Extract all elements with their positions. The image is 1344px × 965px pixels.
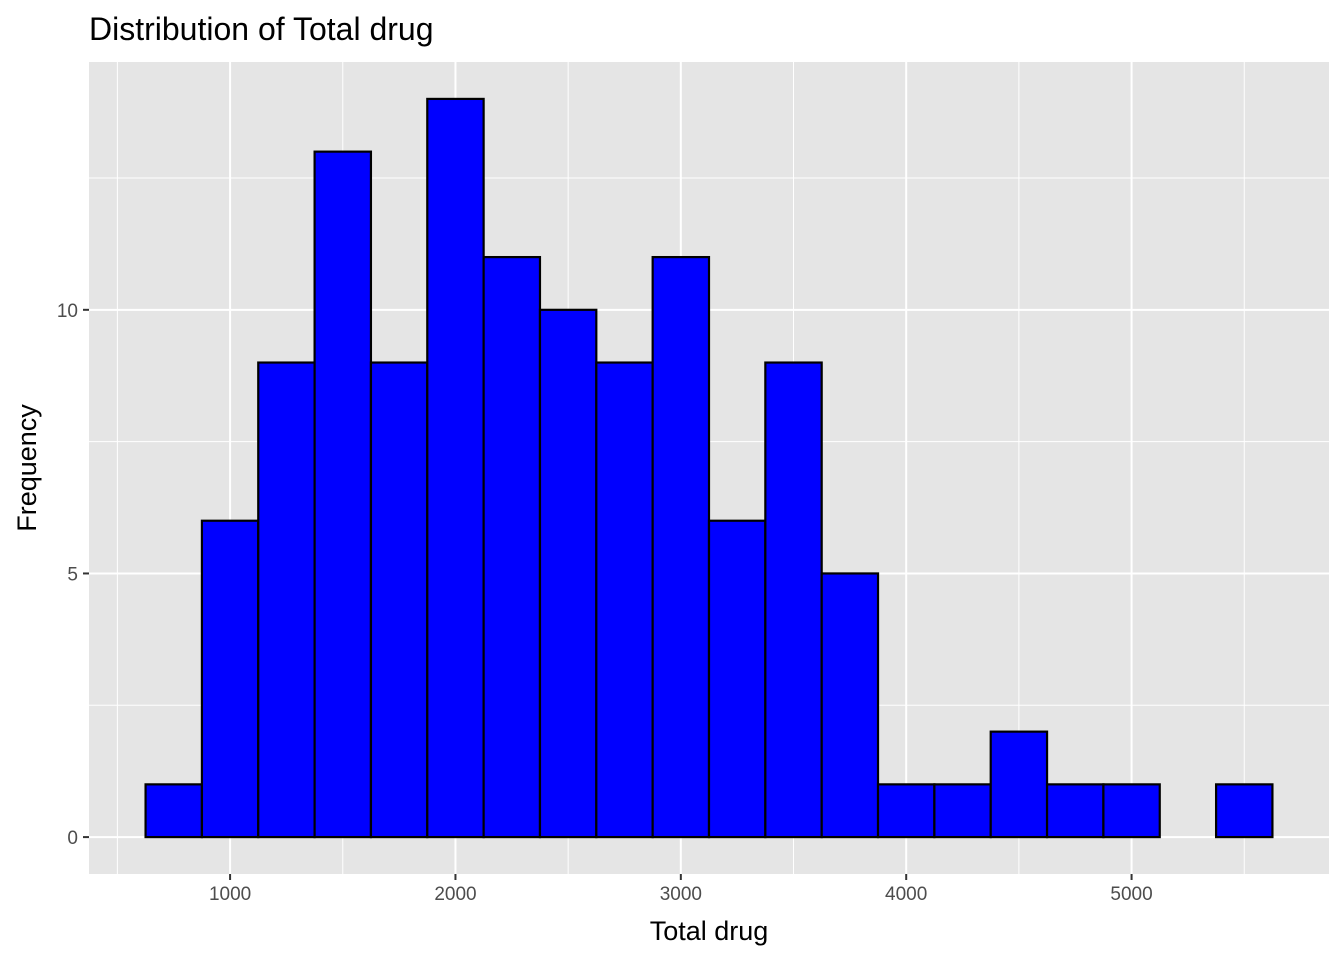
histogram-bar <box>313 150 373 839</box>
histogram-bar <box>820 572 880 839</box>
histogram-bar <box>1214 783 1274 839</box>
histogram-bar <box>876 783 936 839</box>
histogram-bar <box>707 519 767 839</box>
histogram-bar <box>764 361 823 839</box>
x-tick-label: 1000 <box>209 884 251 905</box>
y-tick-label: 5 <box>67 564 78 585</box>
y-tick-label: 0 <box>67 828 78 849</box>
x-tick-label: 2000 <box>434 884 476 905</box>
histogram-bar <box>933 783 992 839</box>
x-axis-ticks: 1000 2000 3000 4000 5000 <box>209 874 1153 905</box>
y-axis-ticks: 0 5 10 <box>57 301 89 849</box>
x-tick-label: 4000 <box>885 884 927 905</box>
y-axis-title: Frequency <box>12 404 42 532</box>
y-tick-label: 10 <box>57 301 78 322</box>
histogram-bar <box>426 97 485 839</box>
histogram-bar <box>369 361 429 839</box>
chart-title: Distribution of Total drug <box>89 11 433 47</box>
histogram-bar <box>144 783 204 839</box>
histogram-bar <box>482 255 542 839</box>
histogram-bar <box>538 308 598 839</box>
x-tick-label: 5000 <box>1110 884 1152 905</box>
histogram-bars <box>144 97 1274 839</box>
histogram-bar <box>595 361 654 839</box>
histogram-bar <box>989 730 1049 839</box>
histogram-bar <box>257 361 316 839</box>
histogram-bar <box>1045 783 1105 839</box>
histogram-bar <box>1102 783 1161 839</box>
histogram-bar <box>200 519 260 839</box>
histogram-bar <box>651 255 711 839</box>
x-tick-label: 3000 <box>660 884 702 905</box>
x-axis-title: Total drug <box>650 916 769 946</box>
